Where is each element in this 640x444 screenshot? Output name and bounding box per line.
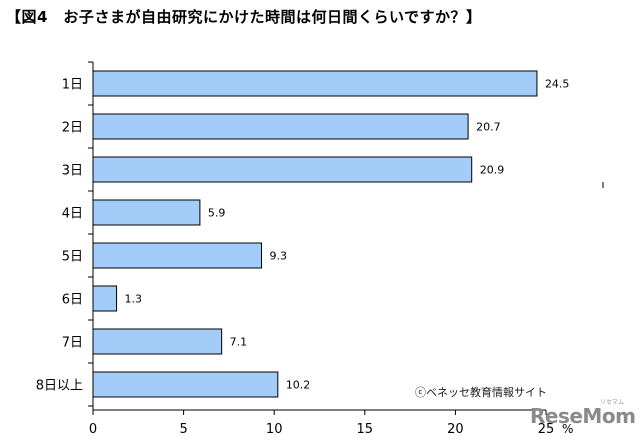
category-label: 1日 [62,78,83,93]
bars-layer: 24.5 20.7 20.9 5.9 9.3 1.3 7.1 10.2 [92,70,570,398]
bar [92,328,223,355]
resemom-logo: ReseMom [530,404,636,428]
x-tick-label: 20 [447,422,464,437]
bar [92,199,201,226]
x-unit-label: % [562,422,573,436]
category-label: 4日 [62,207,83,222]
bar [92,113,469,140]
x-tick-label: 25 [538,422,555,437]
axis-layer: 1日 2日 3日 4日 5日 6日 7日 8日以上 0 5 10 15 20 25% [36,61,604,437]
data-label: 20.9 [480,164,505,177]
category-label: 6日 [62,293,83,308]
data-label: 1.3 [125,293,143,306]
bar [92,242,263,269]
x-tick-label: 5 [179,422,187,437]
x-tick-label: 10 [266,422,283,437]
data-label: 24.5 [545,78,570,91]
chart-title: 【図4 お子さまが自由研究にかけた時間は何日間くらいですか？】 [6,8,482,26]
data-label: 5.9 [208,207,226,220]
category-label: 7日 [62,336,83,351]
resemom-logo-kana: リセマム [600,399,625,406]
data-label: 10.2 [286,379,311,392]
bar [92,156,473,183]
data-label: 9.3 [270,250,288,263]
category-label: 3日 [62,164,83,179]
bar [92,371,279,398]
category-label: 8日以上 [36,379,83,394]
x-tick-label: 15 [357,422,374,437]
x-tick-label: 0 [89,422,97,437]
category-label: 5日 [62,250,83,265]
category-label: 2日 [62,121,83,136]
copyright-credit: ⓒベネッセ教育情報サイト [415,386,547,399]
bar [92,285,118,312]
data-label: 7.1 [230,336,248,349]
data-label: 20.7 [476,121,501,134]
bar [92,70,538,97]
